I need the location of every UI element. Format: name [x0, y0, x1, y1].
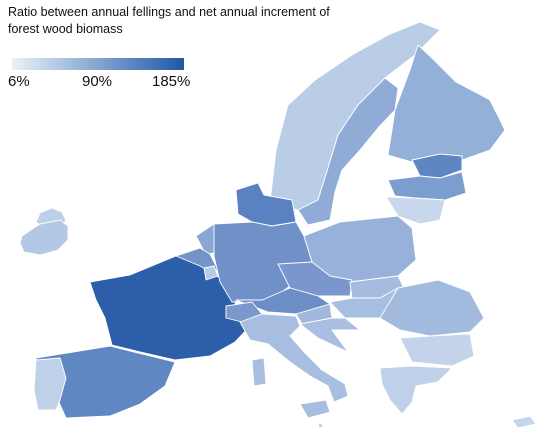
legend-min-label: 6% — [8, 73, 30, 90]
legend-max-label: 185% — [152, 73, 191, 90]
country-malta[interactable]: Malta — [317, 422, 324, 429]
country-croatia[interactable]: Romania — [299, 317, 361, 353]
legend-gradient-bar — [12, 58, 184, 70]
country-luxembourg[interactable]: France — [203, 265, 219, 281]
country-austria[interactable]: Austria — [235, 287, 331, 315]
country-latvia[interactable]: Latvia — [387, 171, 467, 201]
color-legend: 6% 90% 185% — [8, 58, 192, 98]
country-bulgaria[interactable]: Greece — [399, 333, 475, 367]
country-italy-sicily[interactable]: Spain — [299, 399, 331, 419]
country-italy-sardinia[interactable]: Spain — [251, 357, 267, 387]
country-greece[interactable]: Italy — [379, 365, 453, 415]
legend-mid-label: 90% — [82, 73, 113, 90]
country-cyprus[interactable]: Cyprus — [511, 415, 537, 429]
country-ireland[interactable]: Ireland — [19, 219, 69, 256]
country-finland[interactable]: Finland — [387, 44, 506, 163]
country-italy[interactable]: Spain — [239, 313, 349, 403]
country-romania[interactable]: Bulgaria — [379, 279, 485, 337]
map-title: Ratio between annual fellings and net an… — [8, 5, 330, 36]
country-portugal[interactable]: Switzerland — [33, 357, 67, 411]
country-france[interactable]: Luxembourg — [89, 255, 249, 361]
